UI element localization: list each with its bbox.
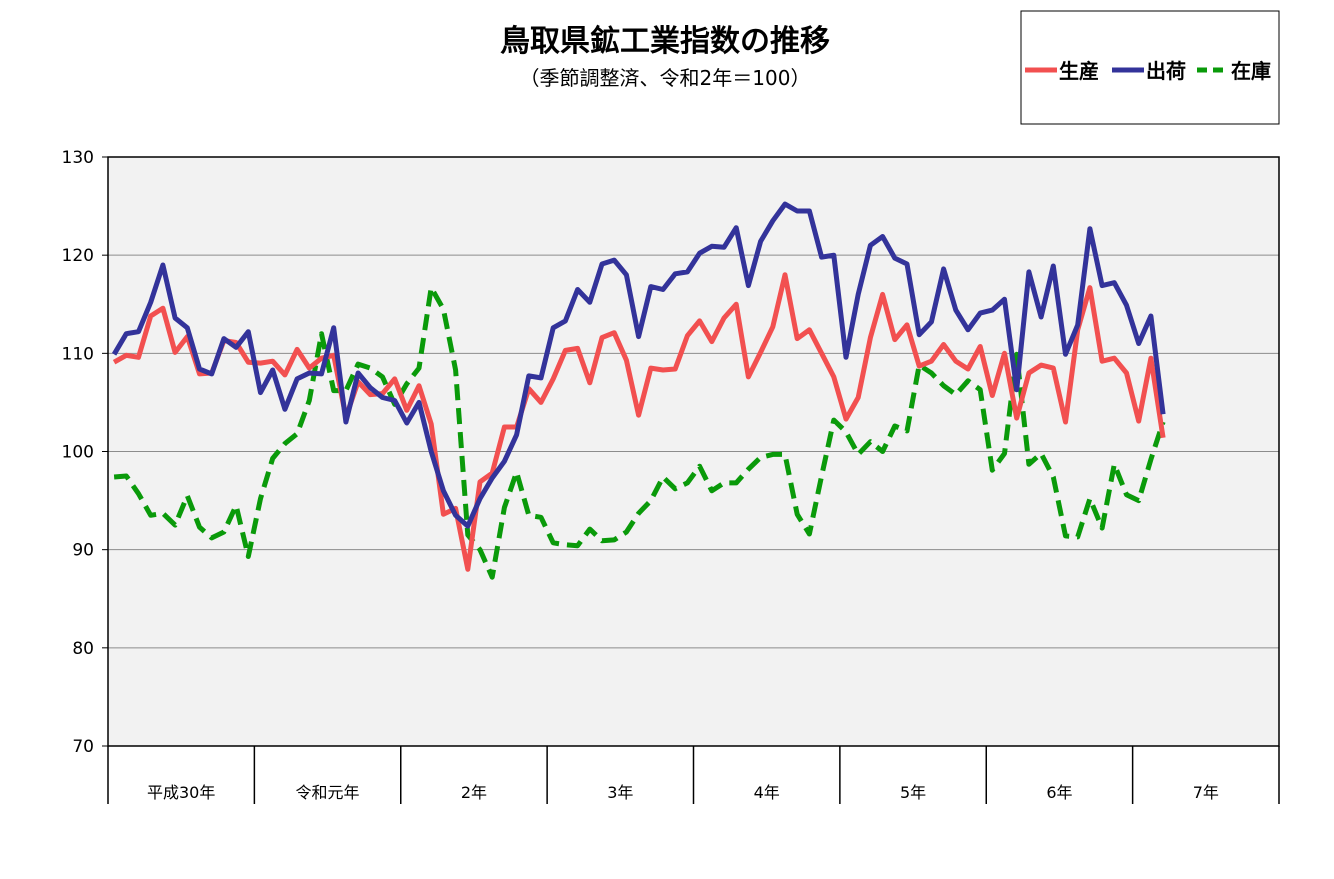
series-line-生産 — [112, 272, 1166, 572]
x-category-label: 7年 — [1193, 783, 1219, 802]
y-tick-label: 120 — [62, 246, 94, 266]
legend-items: 生産 出荷 在庫 — [1025, 59, 1271, 83]
x-category-label: 平成30年 — [147, 783, 215, 802]
legend-label-生産: 生産 — [1059, 59, 1099, 83]
y-tick-label: 110 — [62, 344, 94, 364]
y-axis: 70 80 90 100 110 120 130 — [62, 148, 108, 757]
y-tick-label: 130 — [62, 148, 94, 168]
legend-label-在庫: 在庫 — [1231, 59, 1271, 83]
x-category-label: 3年 — [607, 783, 633, 802]
chart-title: 鳥取県鉱工業指数の推移 — [500, 24, 830, 59]
series-lines — [111, 201, 1166, 580]
chart-subtitle: （季節調整済、令和2年＝100） — [520, 66, 811, 90]
x-category-label: 4年 — [754, 783, 780, 802]
x-category-label: 2年 — [461, 783, 487, 802]
grid-lines — [108, 254, 1279, 649]
y-tick-label: 90 — [72, 541, 94, 561]
x-axis: 平成30年 令和元年 2年 3年 4年 5年 6年 7年 — [107, 746, 1280, 804]
series-line-出荷 — [111, 201, 1166, 529]
series-line-在庫 — [113, 285, 1166, 580]
legend-label-出荷: 出荷 — [1146, 59, 1186, 83]
x-category-label: 令和元年 — [296, 783, 360, 802]
legend-box — [1020, 10, 1280, 125]
y-tick-label: 80 — [72, 639, 94, 659]
legend: 生産 出荷 在庫 — [1020, 10, 1280, 125]
y-tick-label: 100 — [62, 443, 94, 463]
y-tick-label: 70 — [72, 737, 94, 757]
x-category-label: 5年 — [900, 783, 926, 802]
x-category-label: 6年 — [1046, 783, 1072, 802]
